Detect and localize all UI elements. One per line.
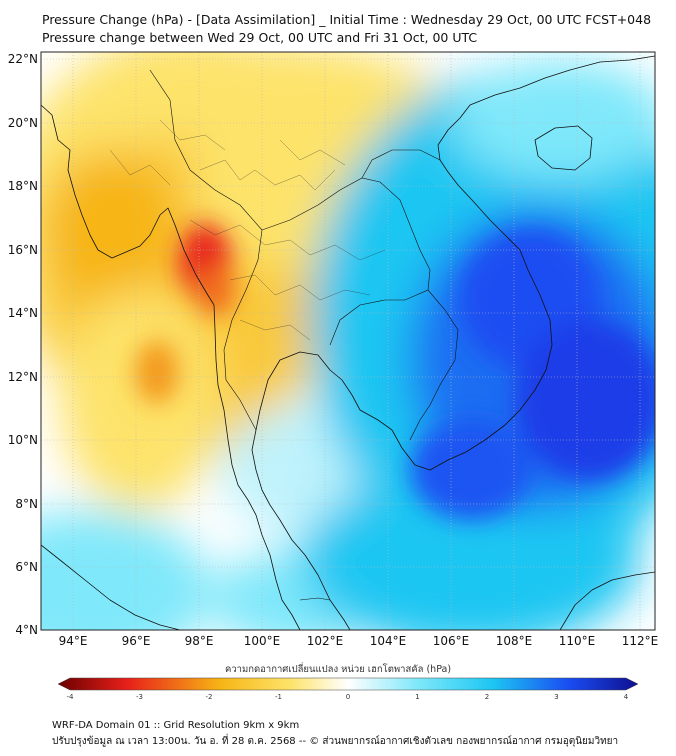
- lon-label: 100°E: [244, 634, 281, 648]
- colorbar-label: ความกดอากาศเปลี่ยนแปลง หน่วย เฮกโตพาสคัล…: [224, 664, 452, 675]
- footer-model-info: WRF-DA Domain 01 :: Grid Resolution 9km …: [52, 720, 300, 731]
- colorbar-ticks: -4 -3 -2 -1 0 1 2 3 4: [67, 693, 629, 701]
- colorbar-bar: [57, 677, 639, 691]
- lat-label: 18°N: [8, 179, 38, 193]
- map-title-line-2: Pressure change between Wed 29 Oct, 00 U…: [42, 30, 478, 45]
- lat-label: 12°N: [8, 370, 38, 384]
- colorbar-tick: 0: [346, 693, 350, 701]
- lon-label: 104°E: [370, 634, 407, 648]
- latitude-labels: 22°N 20°N 18°N 16°N 14°N 12°N 10°N 8°N 6…: [8, 52, 38, 637]
- colorbar-tick: -2: [206, 693, 213, 701]
- coastlines: [41, 55, 655, 630]
- footer-credit: ปรับปรุงข้อมูล ณ เวลา 13:00น. วัน อ. ที่…: [52, 736, 619, 747]
- lon-label: 112°E: [622, 634, 659, 648]
- colorbar-tick: 2: [485, 693, 489, 701]
- pressure-field: [41, 52, 655, 630]
- colorbar-tick: -1: [275, 693, 282, 701]
- lat-label: 16°N: [8, 243, 38, 257]
- lat-label: 10°N: [8, 433, 38, 447]
- lat-label: 6°N: [15, 560, 38, 574]
- lon-label: 98°E: [185, 634, 214, 648]
- lon-label: 102°E: [307, 634, 344, 648]
- map-title-line-1: Pressure Change (hPa) - [Data Assimilati…: [42, 12, 652, 27]
- colorbar-tick: -3: [136, 693, 143, 701]
- gridlines: [41, 52, 655, 630]
- lat-label: 4°N: [15, 623, 38, 637]
- country-borders: [149, 69, 459, 601]
- lon-label: 108°E: [496, 634, 533, 648]
- map-frame: [40, 51, 656, 631]
- lon-label: 96°E: [122, 634, 151, 648]
- lat-label: 8°N: [15, 497, 38, 511]
- province-lines: [109, 119, 386, 341]
- colorbar-tick: 3: [554, 693, 558, 701]
- colorbar-tick: 1: [415, 693, 419, 701]
- lon-label: 110°E: [559, 634, 596, 648]
- pressure-change-map: 22°N 20°N 18°N 16°N 14°N 12°N 10°N 8°N 6…: [8, 51, 659, 648]
- longitude-labels: 94°E 96°E 98°E 100°E 102°E 104°E 106°E 1…: [59, 634, 659, 648]
- lon-label: 106°E: [433, 634, 470, 648]
- lon-label: 94°E: [59, 634, 88, 648]
- lat-label: 22°N: [8, 52, 38, 66]
- lat-label: 20°N: [8, 116, 38, 130]
- lat-label: 14°N: [8, 306, 38, 320]
- colorbar: -4 -3 -2 -1 0 1 2 3 4: [57, 677, 639, 701]
- colorbar-tick: 4: [624, 693, 629, 701]
- colorbar-tick: -4: [67, 693, 75, 701]
